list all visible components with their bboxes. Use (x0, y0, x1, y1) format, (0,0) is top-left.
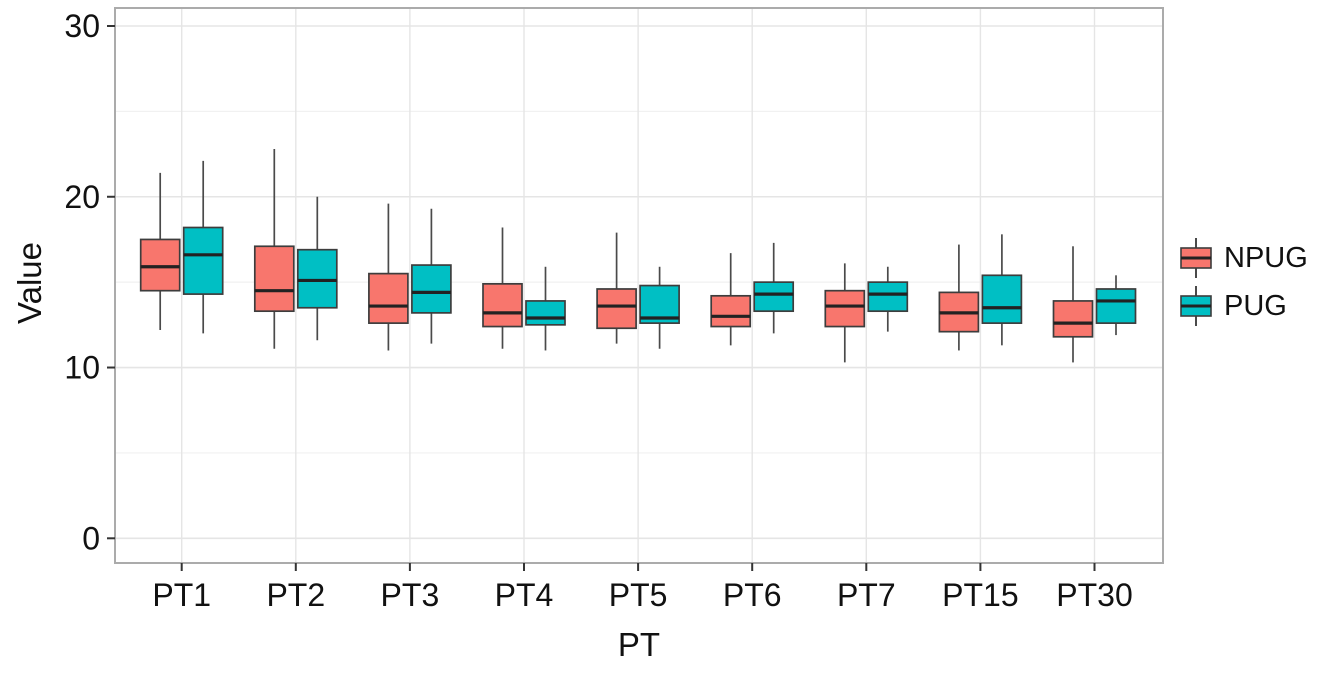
x-tick-label-PT3: PT3 (381, 577, 440, 613)
legend-entry-npug: NPUG (1178, 234, 1308, 282)
box-npug-PT2 (253, 245, 295, 313)
box-pug-PT4 (525, 300, 566, 326)
x-tick-label-PT15: PT15 (942, 577, 1018, 613)
box-npug-PT7 (824, 289, 866, 328)
legend-label-npug: NPUG (1224, 241, 1308, 274)
box-pug-PT6 (753, 281, 795, 313)
x-tick-label-PT4: PT4 (495, 577, 554, 613)
x-tick-label-PT1: PT1 (152, 577, 211, 613)
x-axis-title: PT (617, 626, 661, 663)
box-npug-PT1 (139, 238, 181, 292)
box-pug-PT3 (411, 264, 452, 314)
x-tick-label-PT30: PT30 (1056, 577, 1132, 613)
box-npug-PT4 (482, 283, 523, 328)
y-tick-label: 10 (64, 350, 100, 386)
y-tick-label: 20 (64, 179, 100, 215)
x-tick-label-PT6: PT6 (723, 577, 782, 613)
box-pug-PT30 (1095, 288, 1137, 324)
x-tick-label-PT7: PT7 (837, 577, 896, 613)
legend-entry-pug: PUG (1178, 282, 1308, 330)
y-axis-title: Value (11, 242, 48, 324)
boxplot-key-icon (1180, 286, 1212, 326)
y-tick-label: 0 (82, 520, 100, 556)
boxplot-key-icon (1180, 238, 1212, 278)
box-pug-PT7 (867, 281, 909, 313)
box-pug-PT1 (182, 226, 224, 295)
box-pug-PT2 (296, 248, 338, 309)
box-npug-PT5 (596, 288, 637, 330)
legend-label-pug: PUG (1224, 289, 1287, 322)
box-npug-PT3 (368, 272, 409, 324)
y-tick-label: 30 (64, 8, 100, 44)
x-tick-label-PT5: PT5 (609, 577, 668, 613)
x-tick-label-PT2: PT2 (266, 577, 325, 613)
box-npug-PT6 (710, 294, 752, 328)
legend: NPUG PUG (1178, 234, 1308, 330)
box-npug-PT30 (1052, 300, 1094, 338)
box-pug-PT15 (981, 274, 1023, 324)
